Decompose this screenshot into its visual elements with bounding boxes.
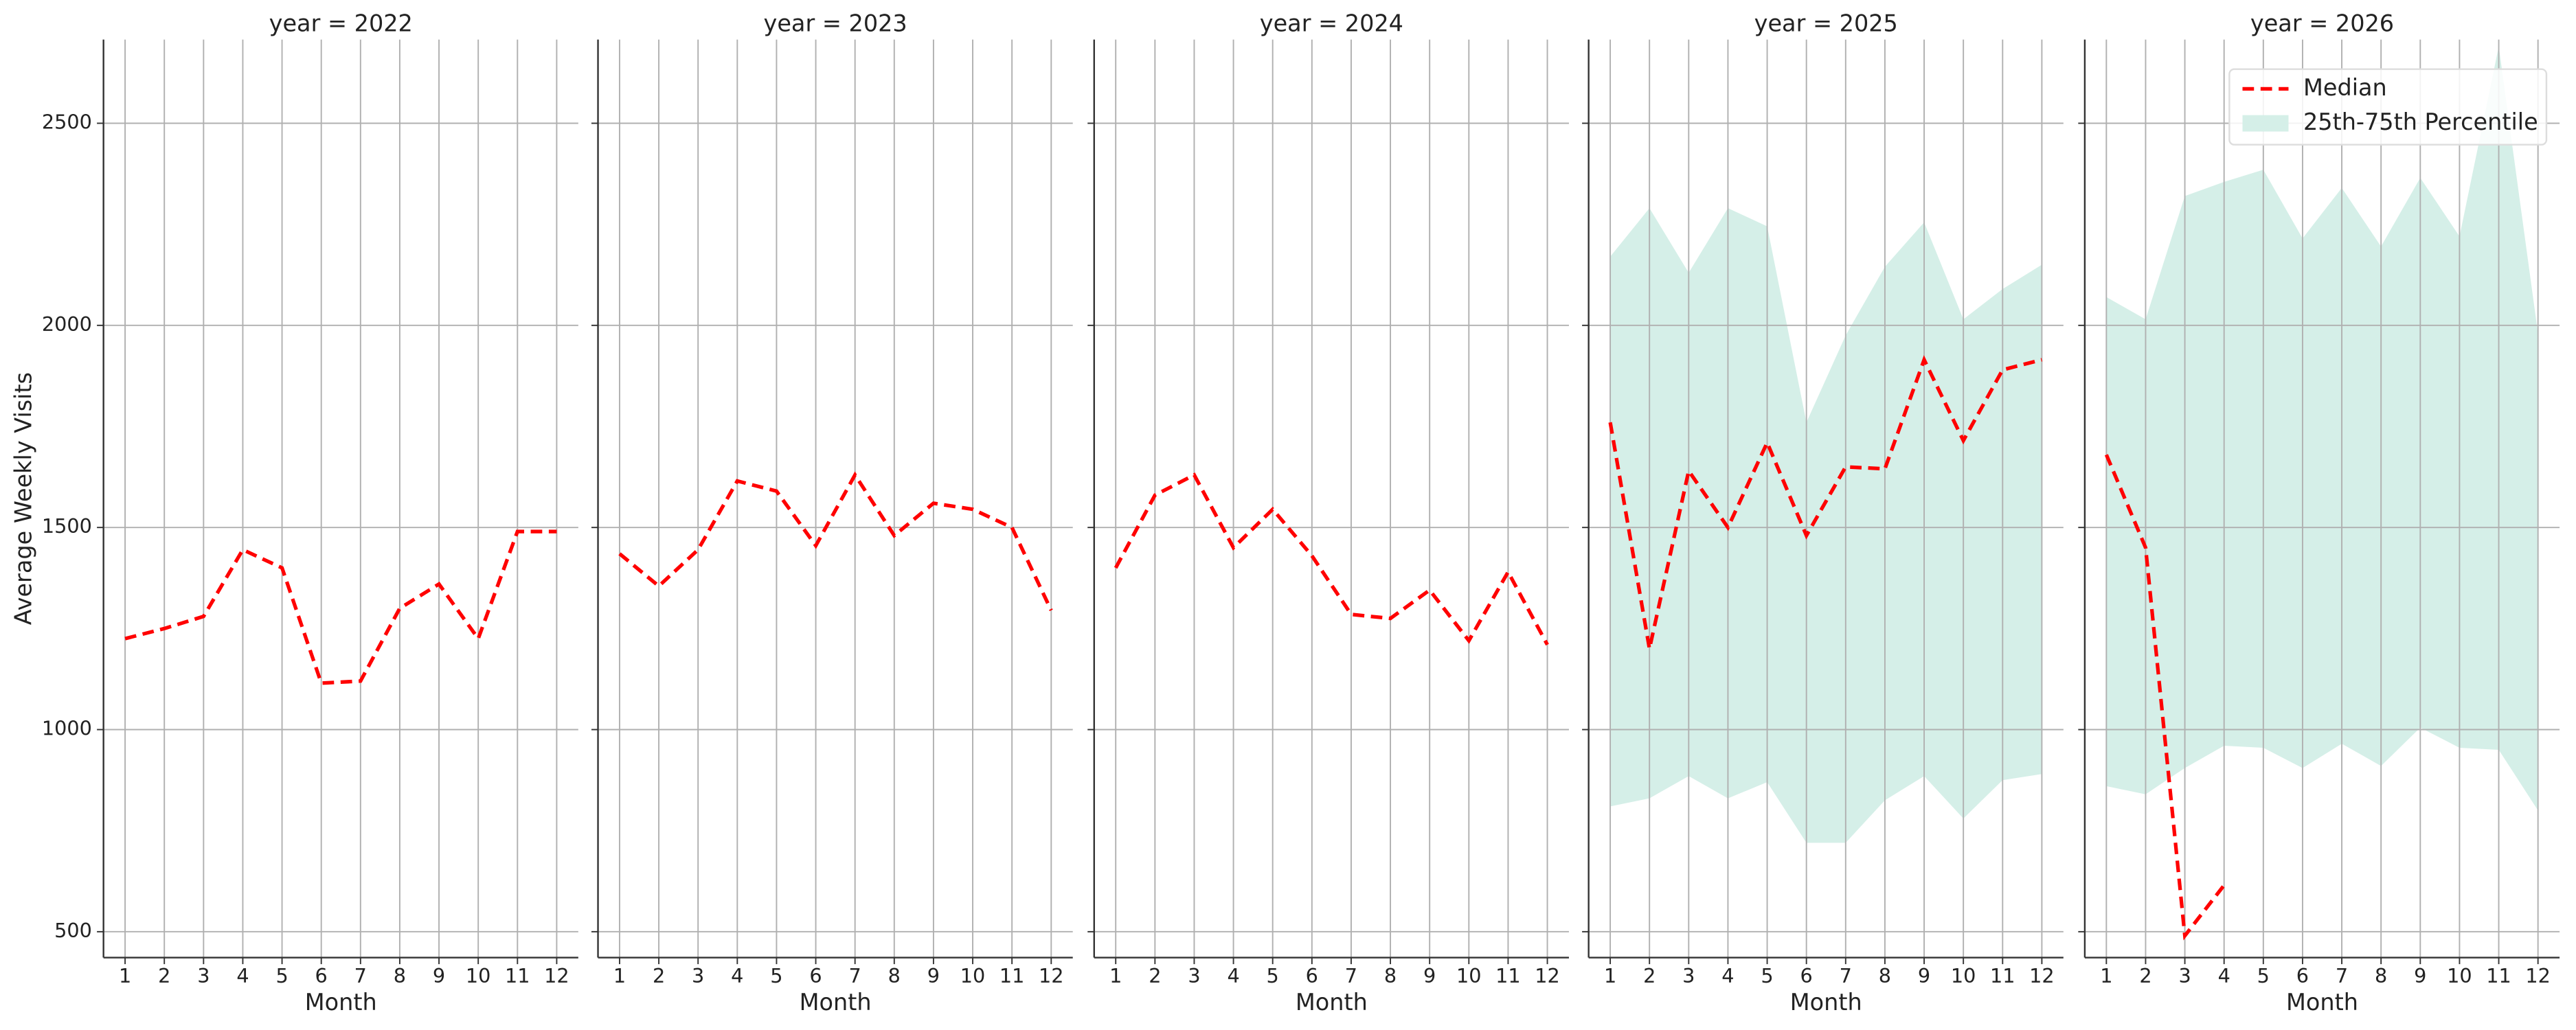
facet-title: year = 2022 bbox=[269, 10, 413, 37]
median-line bbox=[2104, 454, 2226, 941]
facet-title: year = 2024 bbox=[1260, 10, 1403, 37]
x-tick-label: 8 bbox=[1384, 964, 1397, 987]
x-tick-label: 2 bbox=[653, 964, 665, 987]
x-tick-label: 11 bbox=[505, 964, 530, 987]
x-tick-label: 5 bbox=[2257, 964, 2270, 987]
x-tick-label: 2 bbox=[1149, 964, 1161, 987]
y-axis-label: Average Weekly Visits bbox=[10, 372, 36, 625]
x-tick-label: 1 bbox=[2100, 964, 2112, 987]
x-tick-label: 11 bbox=[1990, 964, 2015, 987]
x-axis-label: Month bbox=[2286, 989, 2358, 1016]
x-tick-label: 12 bbox=[1535, 964, 1560, 987]
facet-title: year = 2025 bbox=[1754, 10, 1898, 37]
median-line bbox=[124, 529, 557, 685]
x-tick-label: 7 bbox=[1345, 964, 1357, 987]
x-tick-label: 4 bbox=[1227, 964, 1239, 987]
x-tick-label: 9 bbox=[433, 964, 445, 987]
x-tick-label: 3 bbox=[2178, 964, 2191, 987]
facet-title: year = 2023 bbox=[764, 10, 907, 37]
x-tick-label: 8 bbox=[2375, 964, 2387, 987]
x-tick-label: 6 bbox=[809, 964, 822, 987]
legend-label: 25th-75th Percentile bbox=[2303, 108, 2538, 135]
x-tick-label: 7 bbox=[354, 964, 367, 987]
x-tick-label: 1 bbox=[613, 964, 626, 987]
x-tick-label: 5 bbox=[275, 964, 288, 987]
y-tick-label: 1000 bbox=[42, 717, 92, 740]
x-tick-label: 5 bbox=[770, 964, 782, 987]
x-tick-label: 11 bbox=[1495, 964, 1521, 987]
median-line bbox=[618, 471, 1053, 611]
x-tick-label: 1 bbox=[1604, 964, 1616, 987]
x-tick-label: 9 bbox=[927, 964, 940, 987]
x-tick-label: 11 bbox=[999, 964, 1025, 987]
x-tick-label: 6 bbox=[1306, 964, 1318, 987]
x-axis-label: Month bbox=[800, 989, 872, 1016]
x-tick-label: 3 bbox=[197, 964, 210, 987]
legend: Median 25th-75th Percentile bbox=[2228, 68, 2548, 146]
y-tick-label: 1500 bbox=[42, 514, 92, 538]
x-tick-label: 5 bbox=[1267, 964, 1279, 987]
x-tick-label: 2 bbox=[1643, 964, 1656, 987]
x-tick-label: 6 bbox=[2296, 964, 2309, 987]
median-line bbox=[1114, 472, 1549, 646]
x-tick-label: 7 bbox=[849, 964, 861, 987]
x-tick-label: 10 bbox=[1456, 964, 1482, 987]
x-tick-label: 7 bbox=[2336, 964, 2348, 987]
x-tick-label: 2 bbox=[158, 964, 170, 987]
x-tick-label: 11 bbox=[2486, 964, 2511, 987]
x-axis-label: Month bbox=[305, 989, 377, 1016]
x-tick-label: 12 bbox=[2525, 964, 2551, 987]
x-tick-label: 10 bbox=[1951, 964, 1976, 987]
percentile-band bbox=[2106, 46, 2538, 811]
x-tick-label: 2 bbox=[2139, 964, 2151, 987]
x-tick-label: 9 bbox=[1423, 964, 1436, 987]
median-line bbox=[1608, 355, 2043, 650]
x-tick-label: 4 bbox=[731, 964, 743, 987]
x-tick-label: 12 bbox=[2029, 964, 2055, 987]
legend-box bbox=[2228, 68, 2548, 146]
x-axis-label: Month bbox=[1790, 989, 1862, 1016]
y-tick-label: 500 bbox=[54, 919, 92, 942]
x-axis-label: Month bbox=[1296, 989, 1368, 1016]
legend-label: Median bbox=[2303, 74, 2387, 101]
y-tick-label: 2000 bbox=[42, 312, 92, 336]
x-tick-label: 6 bbox=[1800, 964, 1813, 987]
x-tick-label: 12 bbox=[1039, 964, 1064, 987]
x-tick-label: 8 bbox=[888, 964, 901, 987]
x-tick-label: 4 bbox=[1721, 964, 1734, 987]
x-tick-label: 4 bbox=[236, 964, 249, 987]
y-tick-label: 2500 bbox=[42, 110, 92, 133]
x-tick-label: 1 bbox=[119, 964, 131, 987]
percentile-band bbox=[1610, 208, 2042, 843]
x-tick-label: 4 bbox=[2218, 964, 2230, 987]
x-tick-label: 8 bbox=[1879, 964, 1891, 987]
x-tick-label: 9 bbox=[2414, 964, 2426, 987]
x-tick-label: 6 bbox=[315, 964, 328, 987]
x-tick-label: 1 bbox=[1109, 964, 1122, 987]
x-tick-label: 7 bbox=[1840, 964, 1852, 987]
x-tick-label: 8 bbox=[394, 964, 406, 987]
facet-title: year = 2026 bbox=[2250, 10, 2394, 37]
x-tick-label: 3 bbox=[1188, 964, 1200, 987]
x-tick-label: 10 bbox=[466, 964, 491, 987]
x-tick-label: 9 bbox=[1918, 964, 1930, 987]
x-tick-label: 5 bbox=[1761, 964, 1773, 987]
x-tick-label: 12 bbox=[544, 964, 569, 987]
x-tick-label: 10 bbox=[2447, 964, 2472, 987]
legend-swatch bbox=[2242, 115, 2289, 132]
x-tick-label: 3 bbox=[1682, 964, 1695, 987]
x-tick-label: 10 bbox=[960, 964, 986, 987]
x-tick-label: 3 bbox=[692, 964, 704, 987]
